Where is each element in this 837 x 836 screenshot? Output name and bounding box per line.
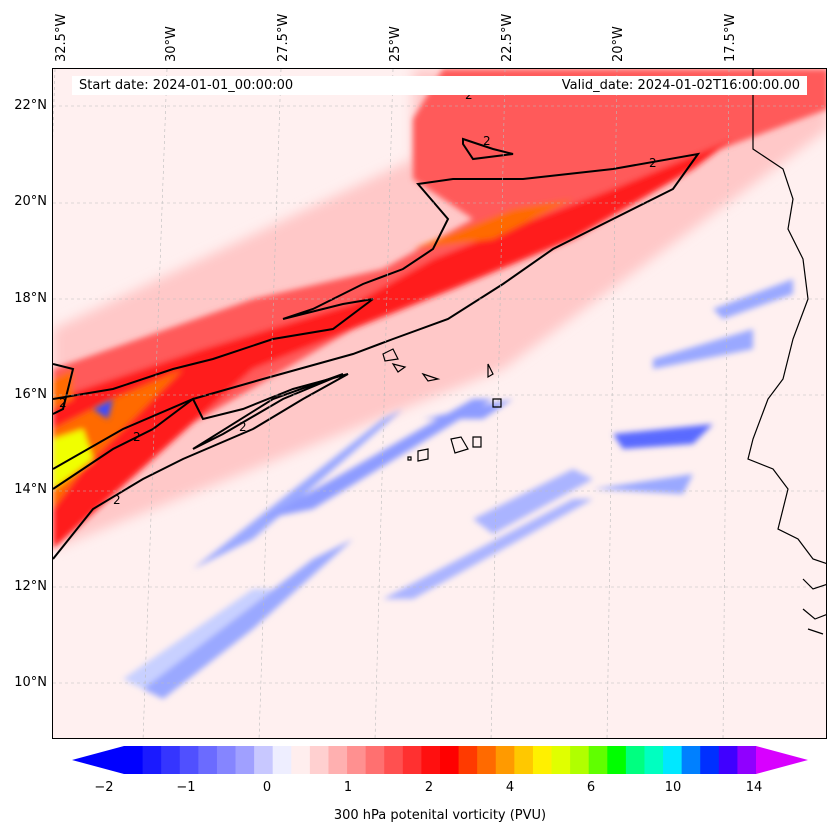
colorbar-cell bbox=[644, 746, 664, 774]
colorbar-cell bbox=[291, 746, 311, 774]
contour-label: 2 bbox=[239, 420, 247, 434]
colorbar-cell bbox=[440, 746, 460, 774]
colorbar-tick: 6 bbox=[586, 780, 596, 795]
colorbar-cell bbox=[681, 746, 701, 774]
colorbar-cell bbox=[142, 746, 162, 774]
colorbar-cell bbox=[625, 746, 645, 774]
colorbar-cell bbox=[458, 746, 478, 774]
colorbar-tick: 10 bbox=[664, 780, 682, 795]
lon-label: 32.5°W bbox=[54, 13, 69, 62]
colorbar-cell bbox=[272, 746, 292, 774]
colorbar-cell bbox=[421, 746, 441, 774]
pv-field: 2 2 2 2 2 2 2 bbox=[53, 69, 826, 738]
lon-label: 30°W bbox=[164, 26, 179, 62]
contour-label: 2 bbox=[59, 396, 67, 410]
colorbar-tick: 2 bbox=[424, 780, 434, 795]
date-banner bbox=[72, 76, 807, 95]
jet-core bbox=[53, 69, 826, 549]
lat-label: 16°N bbox=[14, 387, 47, 402]
colorbar-cell bbox=[477, 746, 497, 774]
lat-label: 18°N bbox=[14, 291, 47, 306]
colorbar-cell bbox=[216, 746, 237, 774]
coastline bbox=[382, 69, 826, 635]
contour-label: 2 bbox=[649, 156, 657, 170]
valid-date-label: Valid_date: 2024-01-02T16:00:00.00 bbox=[561, 78, 800, 93]
colorbar-max-arrow bbox=[756, 746, 808, 774]
lat-label: 14°N bbox=[14, 482, 47, 497]
lon-label: 25°W bbox=[388, 26, 403, 62]
contour-label: 2 bbox=[133, 430, 141, 444]
lon-label: 20°W bbox=[611, 26, 626, 62]
contour-labels: 2 2 2 2 2 2 2 bbox=[59, 88, 657, 507]
colorbar-cell bbox=[198, 746, 218, 774]
colorbar-cell bbox=[532, 746, 553, 774]
lat-label: 22°N bbox=[14, 98, 47, 113]
colorbar-tick: 0 bbox=[262, 780, 272, 795]
colorbar-cell bbox=[663, 746, 683, 774]
gridlines bbox=[53, 69, 826, 738]
colorbar-cell bbox=[588, 746, 608, 774]
colorbar-cell bbox=[235, 746, 255, 774]
colorbar-cell bbox=[402, 746, 422, 774]
contour-2pvu bbox=[53, 137, 701, 560]
colorbar-tick: 1 bbox=[343, 780, 353, 795]
colorbar-min-arrow bbox=[72, 746, 124, 774]
lon-label: 17.5°W bbox=[723, 13, 738, 62]
colorbar bbox=[72, 746, 808, 774]
colorbar-tick: −1 bbox=[176, 780, 196, 795]
colorbar-cell bbox=[551, 746, 571, 774]
contour-label: 2 bbox=[465, 88, 473, 102]
colorbar-tick: 4 bbox=[505, 780, 515, 795]
colorbar-cell bbox=[328, 746, 348, 774]
colorbar-title: 300 hPa potenital vorticity (PVU) bbox=[333, 808, 547, 823]
colorbar-cell bbox=[607, 746, 627, 774]
colorbar-cell bbox=[365, 746, 385, 774]
colorbar-cell bbox=[179, 746, 199, 774]
start-date-label: Start date: 2024-01-01_00:00:00 bbox=[79, 78, 294, 93]
colorbar-cell bbox=[161, 746, 181, 774]
lon-label: 27.5°W bbox=[276, 13, 291, 62]
lat-label: 20°N bbox=[14, 194, 47, 209]
colorbar-tick: 14 bbox=[745, 780, 763, 795]
colorbar-cell bbox=[124, 746, 144, 774]
colorbar-cell bbox=[737, 746, 757, 774]
colorbar-cell bbox=[514, 746, 534, 774]
lat-label: 12°N bbox=[14, 579, 47, 594]
lon-label: 22.5°W bbox=[500, 13, 515, 62]
colorbar-cell bbox=[495, 746, 515, 774]
colorbar-cell bbox=[347, 746, 367, 774]
negative-pv-streaks bbox=[93, 279, 793, 699]
colorbar-cell bbox=[718, 746, 738, 774]
colorbar-cell bbox=[700, 746, 720, 774]
colorbar-cell bbox=[570, 746, 590, 774]
lat-label: 10°N bbox=[14, 675, 47, 690]
contour-label: 2 bbox=[483, 134, 491, 148]
colorbar-cell bbox=[384, 746, 404, 774]
contour-label: 2 bbox=[113, 493, 121, 507]
colorbar-tick: −2 bbox=[94, 780, 114, 795]
map-panel: 2 2 2 2 2 2 2 bbox=[52, 68, 827, 739]
colorbar-cell bbox=[309, 746, 329, 774]
colorbar-cell bbox=[254, 746, 274, 774]
